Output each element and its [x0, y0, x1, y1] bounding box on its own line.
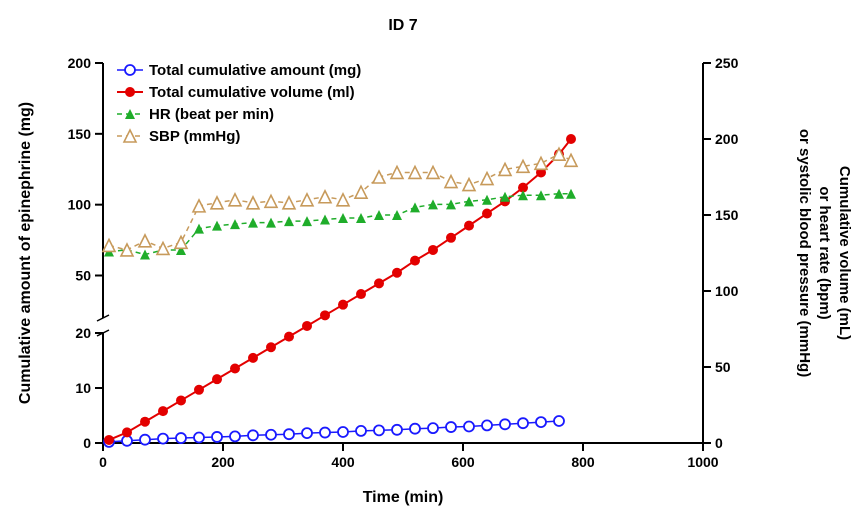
y-right-label: or heart rate (bpm) — [816, 186, 833, 319]
legend-label: Total cumulative volume (ml) — [149, 84, 355, 101]
legend: Total cumulative amount (mg) Total cumula… — [117, 62, 361, 145]
svg-text:50: 50 — [75, 268, 91, 284]
svg-text:1000: 1000 — [687, 454, 718, 470]
svg-text:100: 100 — [715, 283, 739, 299]
y-right-label: Cumulative volume (mL) — [836, 166, 853, 340]
chart-svg: ID 7 0 200 400 600 800 1000 0 10 20 50 100 150 200 0 50… — [0, 0, 855, 528]
svg-text:200: 200 — [715, 131, 739, 147]
y-right-label: or systolic blood pressure (mmHg) — [796, 129, 813, 377]
y-left-label: Cumulative amount of epinephrine (mg) — [17, 102, 34, 404]
svg-text:400: 400 — [331, 454, 355, 470]
svg-text:0: 0 — [715, 435, 723, 451]
legend-label: Total cumulative amount (mg) — [149, 62, 361, 79]
x-axis-label: Time (min) — [363, 489, 444, 506]
legend-label: HR (beat per min) — [149, 106, 274, 123]
legend-label: SBP (mmHg) — [149, 128, 240, 145]
svg-text:150: 150 — [68, 126, 92, 142]
svg-text:50: 50 — [715, 359, 731, 375]
svg-text:0: 0 — [83, 435, 91, 451]
chart-title: ID 7 — [388, 17, 417, 34]
svg-text:100: 100 — [68, 197, 92, 213]
svg-text:600: 600 — [451, 454, 475, 470]
svg-text:200: 200 — [211, 454, 235, 470]
svg-text:150: 150 — [715, 207, 739, 223]
svg-text:250: 250 — [715, 55, 739, 71]
svg-text:0: 0 — [99, 454, 107, 470]
svg-text:20: 20 — [75, 325, 91, 341]
svg-text:10: 10 — [75, 380, 91, 396]
series-volume — [104, 134, 576, 445]
svg-text:200: 200 — [68, 55, 92, 71]
svg-text:800: 800 — [571, 454, 595, 470]
